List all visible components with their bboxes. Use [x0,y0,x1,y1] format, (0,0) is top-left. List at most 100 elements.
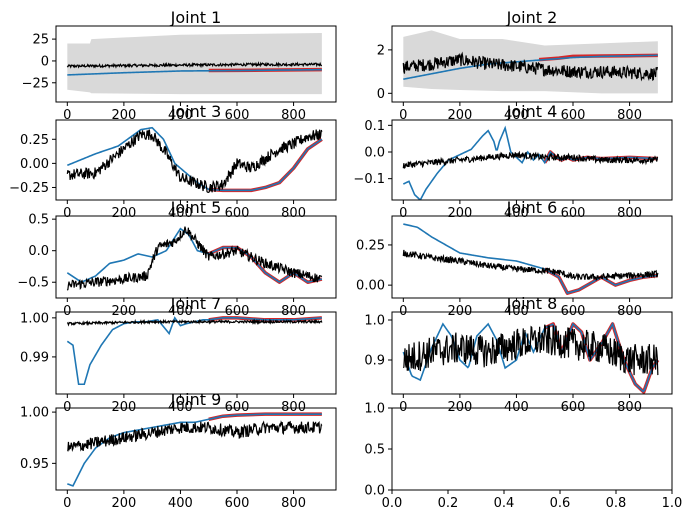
prediction-series [402,125,658,200]
x-tick-label: 400 [168,206,193,221]
axes-frame [391,119,673,201]
axes-frame [55,25,337,103]
y-tick-label: −25 [22,76,49,91]
y-tick-label: 0 [41,54,49,69]
y-tick-label: 0.25 [20,133,49,148]
y-tick-label: −0.1 [353,172,385,187]
x-tick-label: 200 [447,206,472,221]
plot-area [66,316,323,386]
panel-title: Joint 5 [170,198,222,217]
y-tick-label: 0.00 [356,279,385,294]
title-group: Joint 4 [506,102,558,121]
subplot-3: 0 200 400 600 800 0.25 0.00 −0.25 Joint 3 [9,102,337,221]
axes-frame [391,311,673,395]
x-tick-label: 0.0 [382,496,403,511]
y-tick-label: 0.25 [356,238,385,253]
prediction-series [403,54,658,80]
panel-title: Joint 1 [170,8,222,27]
x-tick-label: 800 [281,108,306,123]
y-tick-label: 0.9 [364,354,385,369]
x-tick-label: 400 [504,206,529,221]
y-tick-label: 0.5 [28,213,49,228]
title-group: Joint 9 [170,390,222,409]
y-tick-label: 25 [32,33,49,48]
x-tick-label: 0 [63,206,71,221]
y-tick-label: −0.5 [17,276,49,291]
subplot-6: 0 200 400 600 800 0.25 0.00 Joint 6 [356,198,673,319]
y-tick-label: 0.5 [364,443,385,458]
title-group: Joint 3 [170,102,222,121]
observed-series [66,226,323,291]
y-tick-label: 1.0 [364,314,385,329]
axes-frame [391,215,673,299]
x-tick-label: 200 [111,496,136,511]
plot-area [67,412,323,487]
x-tick-label: 600 [225,496,250,511]
panel-title: Joint 7 [170,294,222,313]
title-group: Joint 6 [506,198,558,217]
x-tick-label: 0 [399,206,407,221]
title-group: Joint 1 [170,8,222,27]
axes-frame [391,25,673,103]
x-tick-label: 200 [111,108,136,123]
observed-series [66,129,323,193]
panel-title: Joint 9 [170,390,222,409]
x-tick-label: 800 [281,206,306,221]
x-tick-label: 0 [63,496,71,511]
y-tick-label: 0.0 [364,146,385,161]
x-tick-label: 1.0 [662,496,683,511]
x-tick-label: 600 [225,108,250,123]
observed-series [402,324,659,376]
x-tick-label: 200 [111,206,136,221]
subplot-4: 0 200 400 600 800 0.1 0.0 −0.1 Joint 4 [353,102,673,221]
panel-title: Joint 3 [170,102,222,121]
x-tick-label: 600 [561,206,586,221]
y-tick-label: −0.25 [9,181,49,196]
panel-title: Joint 2 [506,8,558,27]
y-tick-label: 1.0 [364,402,385,417]
y-tick-label: 1.00 [20,311,49,326]
observed-series [67,420,323,453]
plot-area [402,125,659,200]
x-tick-label: 600 [225,206,250,221]
plot-area [402,30,659,94]
observed-series [402,249,659,281]
uncertainty-band [403,30,658,94]
axes-frame [55,215,337,299]
y-tick-label: 2 [377,43,385,58]
y-tick-label: 0.95 [20,457,49,472]
plot-area [66,226,323,291]
plot-area [66,126,323,193]
x-tick-label: 800 [281,496,306,511]
subplot-2: 0 200 400 600 800 2 0 Joint 2 [377,8,673,123]
x-tick-label: 0.2 [438,496,459,511]
x-tick-label: 0.4 [494,496,515,511]
x-tick-label: 0 [399,108,407,123]
prediction-series [403,223,658,295]
x-tick-label: 0.6 [550,496,571,511]
prediction-series [66,227,323,283]
observed-series [66,61,323,69]
subplot-9: 0 200 400 600 800 1.00 0.95 Joint 9 [20,390,337,511]
observed-series [402,51,659,82]
axes-frame [55,311,337,395]
y-tick-label: 0.99 [20,350,49,365]
y-tick-label: 0.0 [364,484,385,499]
x-tick-label: 400 [168,496,193,511]
axes-frame [55,407,337,491]
title-group: Joint 5 [170,198,222,217]
x-tick-label: 800 [617,206,642,221]
subplot-5: 0 200 400 600 800 0.5 0.0 −0.5 Joint 5 [17,198,337,319]
x-tick-label: 0 [63,108,71,123]
title-group: Joint 7 [170,294,222,313]
y-tick-label: 0.0 [28,244,49,259]
y-tick-label: 0.00 [20,157,49,172]
panel-title: Joint 6 [506,198,558,217]
panel-title: Joint 8 [506,294,558,313]
x-tick-label: 400 [168,108,193,123]
x-tick-label: 0.8 [606,496,627,511]
y-tick-label: 0 [377,87,385,102]
